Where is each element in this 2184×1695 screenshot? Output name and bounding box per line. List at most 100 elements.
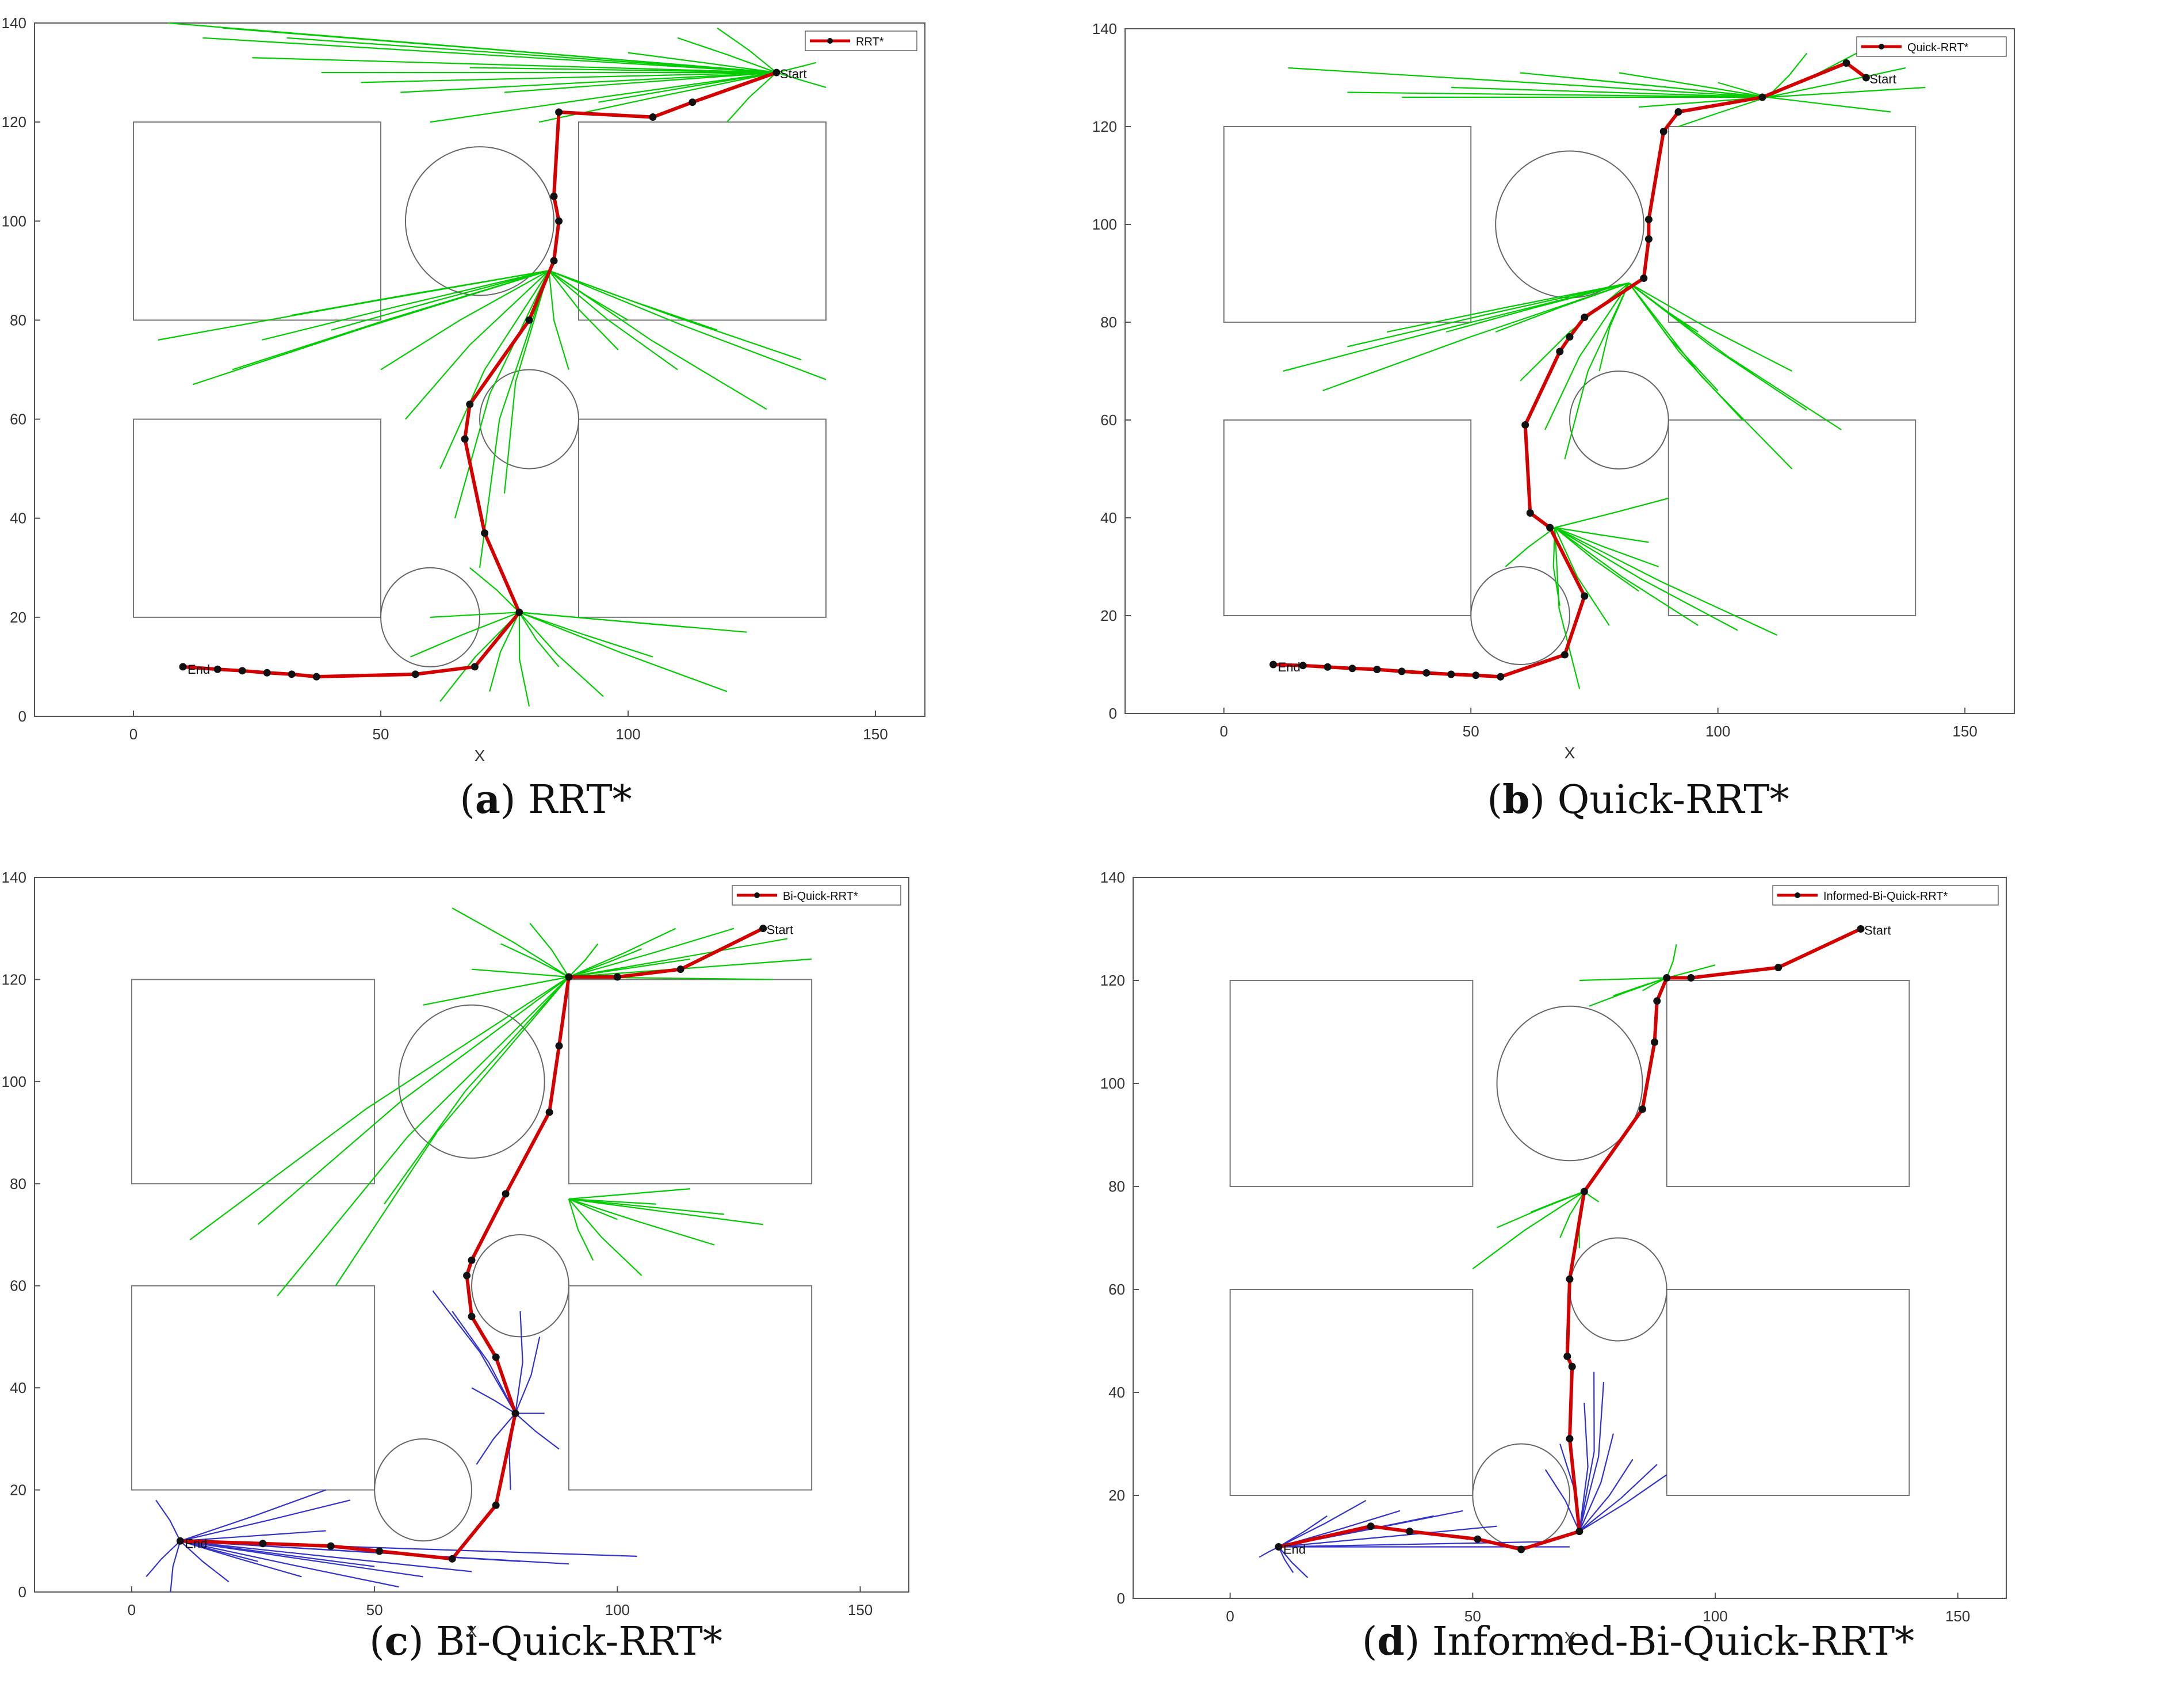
start-label: Start [780, 67, 806, 81]
x-tick-label: 100 [1703, 1608, 1727, 1625]
tree-branch [1278, 1541, 1546, 1548]
tree-branch [1619, 72, 1768, 98]
tree-branch [548, 270, 678, 371]
tree-branch [180, 1540, 569, 1565]
x-tick-label: 150 [1945, 1608, 1970, 1625]
chart-a: 050100150020406080100120140XYStartEndRRT… [2, 14, 925, 765]
tree-branch [405, 270, 550, 420]
tree-branch [1278, 1546, 1309, 1578]
path-point [502, 1190, 510, 1198]
tree-branch [1288, 67, 1768, 98]
obstacle-rect [1666, 1289, 1910, 1496]
y-tick-label: 20 [10, 1482, 26, 1499]
tree-branch [469, 567, 520, 613]
path-point [466, 400, 474, 409]
tree-branch [568, 1198, 642, 1276]
path-point [525, 316, 533, 324]
path-point [1644, 235, 1653, 243]
path-point [259, 1540, 267, 1548]
end-label: End [188, 662, 210, 677]
tree-branch [1386, 282, 1630, 333]
path-point [1269, 661, 1277, 669]
path-point [555, 108, 563, 116]
tree-branch [1613, 977, 1667, 997]
tree-branch [518, 612, 604, 697]
y-tick-label: 120 [2, 113, 26, 131]
tree-branch [439, 270, 550, 469]
obstacle-circle [398, 1004, 545, 1159]
y-tick-label: 20 [1108, 1487, 1125, 1504]
path-point [1474, 1535, 1482, 1543]
x-tick-label: 0 [129, 726, 137, 743]
y-tick-label: 20 [1100, 607, 1117, 624]
caption-d: (d) Informed-Bi-Quick-RRT* [1361, 1618, 1915, 1665]
tree-branch [1554, 526, 1659, 568]
y-tick-label: 100 [1100, 1075, 1125, 1092]
path-point [1842, 59, 1850, 67]
plot-area [34, 877, 909, 1593]
path-point [1422, 669, 1430, 677]
path-point [1687, 974, 1695, 982]
tree-branch [1628, 282, 1842, 430]
tree-branch [1347, 91, 1768, 98]
path-point [1398, 667, 1406, 675]
path-line [182, 71, 777, 679]
path-point [565, 973, 573, 981]
path-point [555, 217, 563, 225]
y-tick-label: 100 [1092, 216, 1117, 233]
y-tick-label: 40 [10, 510, 26, 527]
path-point [1373, 666, 1381, 673]
tree-branch [568, 938, 788, 978]
legend-marker [1795, 892, 1800, 898]
path-point [463, 1272, 471, 1280]
tree-branch [1505, 527, 1555, 567]
tree-branch [452, 1311, 516, 1414]
x-tick-label: 150 [1952, 723, 1977, 740]
tree-branch [146, 1540, 181, 1578]
y-tick-label: 80 [1100, 314, 1117, 331]
caption-text: RRT* [528, 777, 632, 823]
path-line [180, 927, 764, 1561]
tree-branch [432, 1290, 516, 1414]
path-point [1556, 348, 1564, 356]
tree-branch [548, 270, 569, 370]
y-tick-label: 40 [1108, 1384, 1125, 1401]
tree-branch [1579, 1464, 1658, 1532]
tree-branch [503, 270, 550, 494]
y-tick-label: 140 [1100, 869, 1125, 886]
path-point [1299, 662, 1307, 670]
tree-branch [529, 923, 569, 978]
legend-marker [754, 892, 760, 898]
x-tick-label: 0 [1226, 1608, 1234, 1625]
path-point [550, 192, 558, 200]
path-point [1758, 93, 1766, 101]
tree-branch [776, 62, 817, 74]
path-point [1406, 1528, 1414, 1536]
path-point [1568, 1362, 1576, 1370]
obstacle-rect [1666, 980, 1910, 1187]
tree-branch [170, 1540, 181, 1593]
x-tick-label: 100 [615, 726, 640, 743]
y-tick-label: 80 [10, 311, 26, 329]
tree-branch [180, 1540, 399, 1588]
chart-b: 050100150020406080100120140XYStartEndQui… [1092, 20, 2015, 762]
panel-a: 050100150020406080100120140XYStartEndRRT… [0, 0, 1092, 848]
panel-d: 050100150020406080100120140XYStartEndInf… [1092, 848, 2184, 1695]
caption-b: (b) Quick-RRT* [1487, 777, 1789, 823]
tree-branch [514, 1311, 523, 1414]
path-point [492, 1501, 500, 1509]
path-point [1324, 663, 1332, 671]
caption-text: Bi-Quick-RRT* [436, 1619, 722, 1665]
tree-branch [155, 1499, 181, 1541]
tree-branch [1767, 96, 1891, 113]
tree-branch [519, 612, 653, 658]
path-point [481, 529, 489, 537]
tree-branch [180, 1540, 472, 1572]
tree-branch [1347, 282, 1630, 348]
tree-branch [189, 976, 569, 1240]
x-tick-label: 150 [863, 726, 888, 743]
y-tick-label: 60 [1108, 1281, 1125, 1298]
path-point [1580, 1188, 1588, 1196]
path-point [511, 1410, 519, 1417]
tree-branch [568, 1198, 618, 1220]
